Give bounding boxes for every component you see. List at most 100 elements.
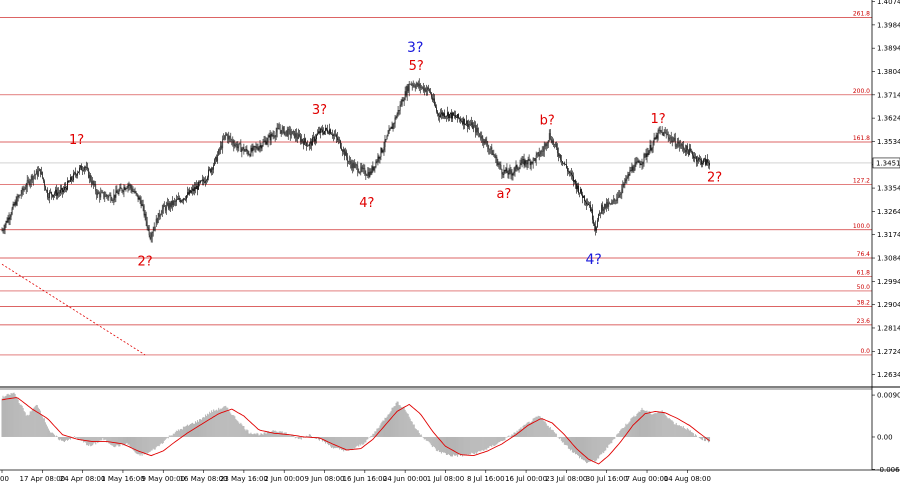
candle-body bbox=[31, 175, 33, 180]
candle-body bbox=[696, 156, 697, 162]
candle-body bbox=[20, 193, 22, 196]
candle-body bbox=[331, 133, 332, 135]
candle-body bbox=[421, 86, 423, 88]
candle bbox=[115, 185, 117, 203]
candle-body bbox=[374, 166, 376, 168]
price-tick-label: 1.2724 bbox=[877, 348, 900, 356]
candle bbox=[518, 167, 520, 173]
time-tick-label: 16 Jul 00:00 bbox=[505, 475, 547, 483]
candle bbox=[152, 226, 154, 237]
candle-body bbox=[7, 217, 9, 223]
candle-body bbox=[372, 166, 374, 171]
candle bbox=[129, 183, 131, 190]
candle bbox=[267, 134, 269, 148]
candle bbox=[667, 131, 669, 143]
candle-body bbox=[257, 148, 259, 150]
candle bbox=[334, 130, 335, 140]
candle-body bbox=[378, 156, 380, 159]
candle-body bbox=[424, 88, 426, 92]
candle bbox=[697, 155, 698, 167]
candle-body bbox=[564, 162, 565, 165]
candle bbox=[375, 159, 377, 169]
candle-body bbox=[666, 133, 668, 135]
candle bbox=[680, 142, 682, 150]
candle bbox=[489, 148, 491, 155]
candle-body bbox=[167, 202, 169, 209]
candle bbox=[440, 108, 441, 118]
candle bbox=[85, 165, 87, 172]
candle-body bbox=[661, 131, 663, 133]
candlestick-series bbox=[1, 78, 710, 243]
candle bbox=[623, 182, 625, 188]
candle-body bbox=[649, 144, 651, 151]
candle bbox=[629, 166, 631, 176]
candle-body bbox=[146, 221, 148, 228]
candle bbox=[604, 203, 606, 214]
candle bbox=[501, 168, 503, 179]
candle bbox=[593, 215, 594, 227]
candle bbox=[531, 161, 533, 165]
time-tick-label: 16 May 08:00 bbox=[180, 475, 228, 483]
candle-body bbox=[233, 143, 235, 147]
candle bbox=[649, 139, 651, 154]
candle-body bbox=[54, 193, 55, 195]
candle bbox=[524, 158, 526, 168]
candle bbox=[347, 153, 349, 167]
candle bbox=[558, 153, 560, 159]
candle-body bbox=[37, 171, 39, 176]
time-tick-label: 7 Aug 00:00 bbox=[626, 475, 669, 483]
candle bbox=[151, 231, 153, 243]
candle bbox=[280, 130, 282, 137]
candle bbox=[255, 142, 257, 153]
candle bbox=[268, 132, 270, 138]
candle bbox=[612, 199, 614, 205]
candle-body bbox=[200, 180, 201, 183]
candle bbox=[41, 171, 43, 180]
candle bbox=[362, 164, 364, 173]
candle-body bbox=[60, 189, 61, 193]
candle-body bbox=[401, 99, 403, 105]
candle bbox=[326, 127, 327, 132]
candle bbox=[376, 159, 378, 164]
candle-body bbox=[683, 149, 685, 151]
candle-body bbox=[17, 196, 19, 198]
candle bbox=[679, 139, 681, 149]
candle-body bbox=[445, 116, 446, 118]
candle-body bbox=[260, 145, 262, 149]
candle bbox=[86, 161, 88, 171]
candle-body bbox=[34, 174, 36, 176]
candle bbox=[25, 182, 27, 194]
candle bbox=[523, 153, 525, 169]
candle bbox=[3, 224, 5, 234]
candle bbox=[639, 160, 641, 169]
candle bbox=[145, 211, 147, 226]
candle-body bbox=[47, 190, 48, 198]
candle bbox=[437, 110, 438, 117]
candle-body bbox=[433, 98, 434, 101]
candle bbox=[656, 132, 658, 143]
candle-body bbox=[482, 136, 484, 142]
candle bbox=[117, 189, 119, 195]
candle-body bbox=[443, 113, 444, 116]
candle bbox=[214, 158, 216, 167]
candle bbox=[69, 180, 70, 183]
candle bbox=[298, 129, 300, 138]
candle bbox=[16, 193, 18, 207]
price-tick-label: 1.3084 bbox=[877, 255, 900, 263]
candle-body bbox=[430, 93, 432, 98]
candle bbox=[402, 96, 404, 102]
candle-body bbox=[219, 149, 221, 151]
candle bbox=[587, 198, 588, 207]
candle-body bbox=[239, 143, 241, 145]
candle-body bbox=[108, 195, 110, 198]
candle bbox=[599, 210, 601, 217]
candle bbox=[84, 165, 85, 175]
candle-body bbox=[313, 137, 314, 138]
candle-body bbox=[563, 162, 564, 164]
candle-body bbox=[537, 152, 539, 154]
candle-body bbox=[670, 137, 672, 139]
candle bbox=[288, 125, 290, 135]
candle bbox=[241, 147, 243, 158]
candle-body bbox=[637, 160, 639, 162]
candle bbox=[168, 201, 170, 211]
